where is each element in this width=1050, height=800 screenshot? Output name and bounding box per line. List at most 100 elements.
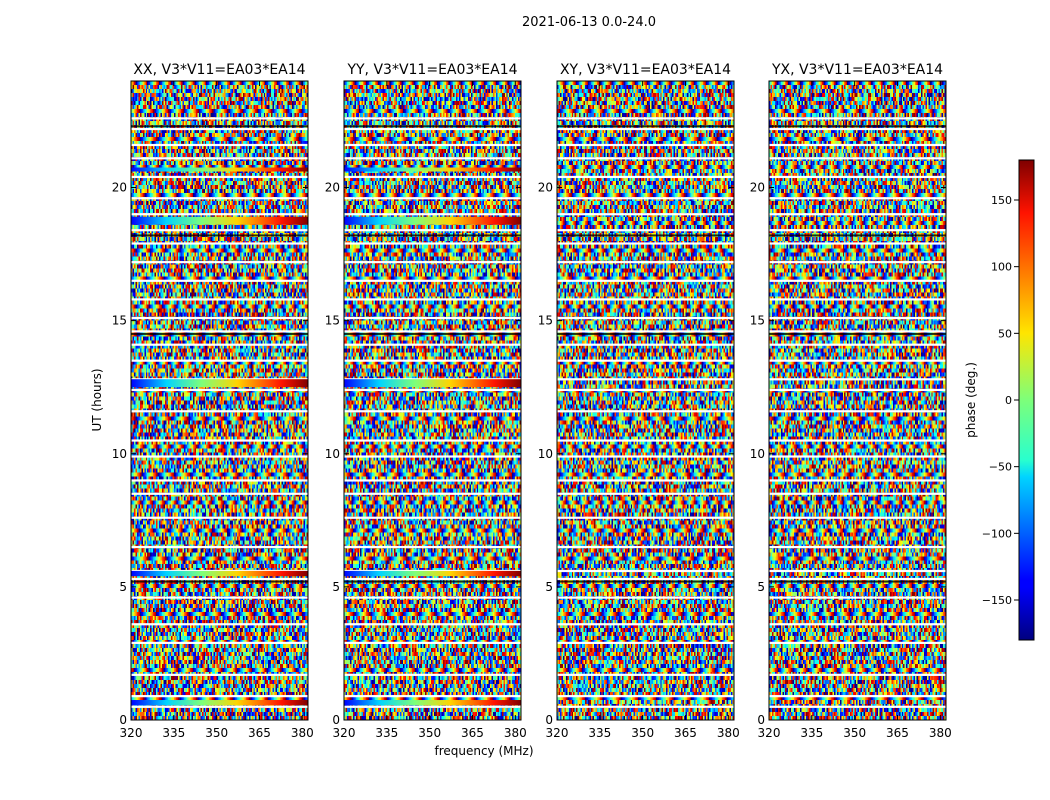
x-tick-label: 335 [375,726,398,740]
phase-texture [557,81,734,720]
flagged-row [344,577,521,581]
flagged-row [769,343,946,346]
x-tick-label: 320 [546,726,569,740]
flagged-row [557,343,734,346]
flagged-row [131,229,308,232]
flagged-row [557,673,734,676]
flagged-row [344,455,521,458]
flagged-row [769,279,946,282]
flagged-row [557,261,734,264]
colorbar-tick-label: 100 [991,261,1012,274]
flagged-row [344,673,521,676]
scan-boundary [557,580,734,583]
flagged-row [131,545,308,549]
flagged-row [769,117,946,120]
flagged-row [557,388,734,392]
scan-boundary [769,332,946,335]
phase-band [344,216,521,225]
phase-band [131,570,308,577]
phase-texture [769,81,946,720]
y-tick-label: 15 [112,314,127,328]
y-tick-label: 0 [332,713,340,727]
flagged-row [131,492,308,495]
phase-band [344,379,521,388]
flagged-row [557,316,734,320]
flagged-row [557,455,734,458]
flagged-row [344,623,521,626]
panel-frame [130,80,309,721]
flagged-row [131,439,308,442]
flagged-row [131,242,308,245]
y-tick-label: 5 [545,580,553,594]
flagged-row [557,479,734,482]
flagged-row [344,343,521,346]
x-tick-label: 335 [162,726,185,740]
flagged-row [769,410,946,413]
flagged-row [131,143,308,147]
phase-band [344,700,521,706]
flagged-row [344,298,521,301]
flagged-row [557,279,734,282]
flagged-row [344,279,521,282]
flagged-row [344,545,521,549]
scan-boundary [344,125,521,128]
y-tick-label: 5 [757,580,765,594]
flagged-row [131,343,308,346]
y-tick-label: 15 [538,314,553,328]
flagged-row [769,695,946,698]
flagged-row [557,157,734,160]
y-tick-label: 20 [112,181,127,195]
flagged-row [557,229,734,232]
y-tick-label: 5 [119,580,127,594]
scan-boundary [557,125,734,128]
flagged-row [557,695,734,698]
scan-boundary [769,234,946,237]
flagged-row [557,439,734,442]
panel-title: YX, V3*V11=EA03*EA14 [771,62,943,78]
flagged-row [344,316,521,320]
x-tick-label: 335 [588,726,611,740]
scan-boundary [131,234,308,237]
panel-0: XX, V3*V11=EA03*EA14 320 335 350 365 380 0 5 10 1… [112,62,314,740]
phase-band [131,216,308,225]
flagged-row [344,127,521,131]
flagged-row [131,261,308,264]
flagged-row [131,316,308,320]
y-tick-label: 10 [112,447,127,461]
x-tick-label: 335 [800,726,823,740]
flagged-row [769,127,946,131]
colorbar-tick-label: 50 [998,327,1012,340]
flagged-row [557,213,734,216]
flagged-row [344,213,521,216]
flagged-row [769,545,946,549]
flagged-row [131,673,308,676]
flagged-row [344,261,521,264]
flagged-row [344,242,521,245]
scan-boundary [344,234,521,237]
y-tick-label: 10 [325,447,340,461]
y-tick-label: 15 [750,314,765,328]
flagged-row [344,197,521,200]
flagged-row [769,455,946,458]
flagged-row [344,143,521,147]
flagged-row [769,439,946,442]
flagged-row [557,117,734,120]
flagged-row [131,641,308,644]
x-tick-label: 380 [291,726,314,740]
flagged-row [131,705,308,708]
scan-boundary [557,332,734,335]
flagged-row [769,157,946,160]
x-tick-label: 380 [504,726,527,740]
flagged-row [557,516,734,519]
flagged-row [131,197,308,200]
flagged-row [769,479,946,482]
flagged-row [769,330,946,333]
flagged-row [769,175,946,179]
flagged-row [344,117,521,120]
colorbar-tick-label: −50 [989,461,1012,474]
flagged-row [557,545,734,549]
flagged-row [769,197,946,200]
y-tick-label: 10 [750,447,765,461]
flagged-row [557,298,734,301]
flagged-row [557,492,734,495]
